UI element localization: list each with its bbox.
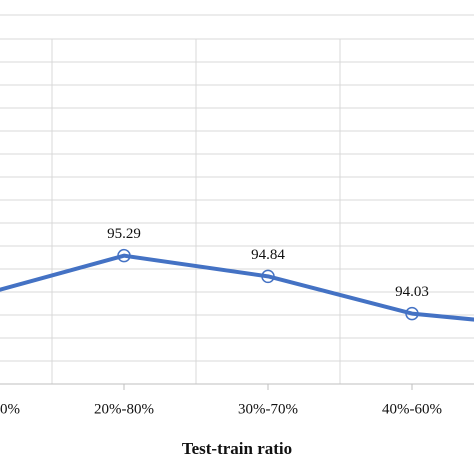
- x-tick-label: 0%: [0, 401, 20, 417]
- x-tick-label: 30%-70%: [238, 401, 298, 417]
- x-tick-label: 20%-80%: [94, 401, 154, 417]
- line: [0, 253, 474, 322]
- data-label: 95.29: [107, 226, 141, 242]
- point: [405, 306, 419, 321]
- point: [117, 248, 131, 263]
- x-tick-label: 40%-60%: [382, 401, 442, 417]
- data-label: 94.03: [395, 284, 429, 300]
- point: [261, 269, 275, 284]
- data-label: 94.84: [251, 247, 285, 263]
- x-axis-title: Test-train ratio: [182, 439, 292, 458]
